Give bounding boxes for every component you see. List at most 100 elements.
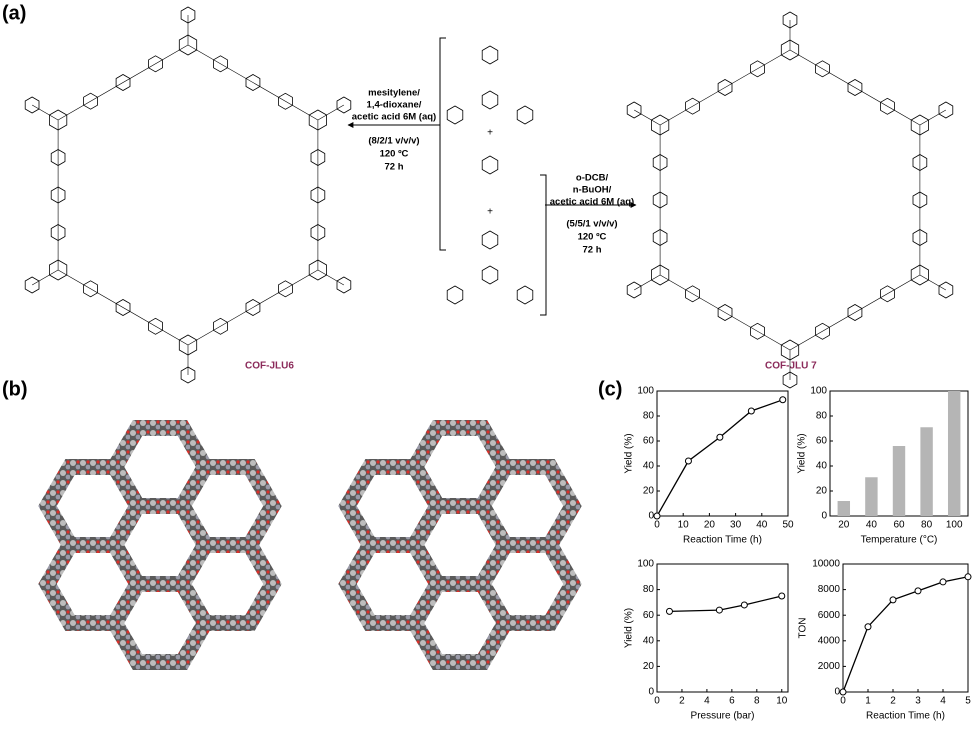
ring — [83, 280, 98, 298]
y-tick-label: 0 — [648, 687, 654, 698]
ring — [115, 74, 131, 91]
bar — [865, 477, 878, 516]
y-tick-label: 0 — [648, 511, 654, 522]
bond — [317, 104, 345, 121]
y-tick-label: 0 — [834, 687, 840, 698]
y-tick-label: 0 — [821, 511, 827, 522]
bond — [31, 269, 59, 286]
x-tick-label: 2 — [890, 696, 896, 707]
ring — [912, 154, 928, 171]
ring — [310, 186, 326, 204]
data-point — [740, 601, 748, 609]
ring — [245, 74, 261, 91]
plot-frame — [656, 390, 789, 517]
pore-wall — [38, 537, 147, 631]
ring — [446, 285, 464, 305]
bond — [633, 109, 661, 126]
ring — [446, 105, 464, 125]
condition: acetic acid 6M (aq) — [550, 197, 634, 208]
ring — [50, 186, 66, 204]
x-axis-label: Temperature (°C) — [861, 535, 938, 546]
x-tick-label: 6 — [729, 696, 735, 707]
y-tick-label: 100 — [810, 386, 827, 397]
ring — [516, 105, 534, 125]
x-tick-label: 40 — [866, 520, 878, 531]
ring — [912, 191, 928, 209]
y-tick-label: 40 — [816, 461, 828, 472]
plus: + — [487, 207, 493, 218]
x-tick-label: 0 — [654, 696, 660, 707]
x-tick-label: 10 — [678, 520, 690, 531]
x-tick-label: 10 — [776, 696, 788, 707]
ring — [750, 60, 765, 78]
y-tick-label: 80 — [643, 584, 655, 595]
y-tick-label: 4000 — [818, 635, 841, 646]
x-tick-label: 50 — [782, 520, 794, 531]
plus: + — [487, 128, 493, 139]
ring — [278, 92, 293, 110]
ring — [717, 304, 733, 321]
reaction-scheme — [347, 37, 637, 316]
ring — [278, 280, 293, 298]
data-point — [715, 606, 723, 614]
bond — [919, 109, 947, 126]
ring — [310, 149, 326, 166]
bond — [57, 44, 189, 121]
condition: 1,4-dioxane/ — [367, 100, 422, 111]
x-tick-label: 5 — [965, 696, 971, 707]
x-tick-label: 3 — [915, 696, 921, 707]
ring — [115, 299, 131, 316]
ring — [780, 339, 800, 361]
data-point — [964, 573, 972, 581]
y-axis-label: Yield (%) — [624, 608, 635, 648]
y-tick-label: 6000 — [818, 610, 841, 621]
data-point — [889, 596, 897, 604]
ring — [336, 276, 352, 294]
data-line — [656, 399, 784, 517]
x-tick-label: 40 — [756, 520, 768, 531]
x-tick-label: 8 — [754, 696, 760, 707]
y-tick-label: 20 — [643, 661, 655, 672]
bar — [947, 391, 961, 516]
ring — [652, 229, 668, 246]
bond — [187, 269, 319, 346]
ring — [83, 92, 98, 110]
ring — [336, 96, 352, 114]
y-tick-label: 80 — [643, 411, 655, 422]
data-point — [914, 587, 922, 595]
ring — [815, 60, 830, 78]
y-tick-label: 2000 — [818, 661, 841, 672]
ring — [815, 322, 830, 340]
data-point — [864, 623, 872, 631]
ring — [880, 285, 895, 303]
ring — [245, 299, 261, 316]
y-tick-label: 20 — [816, 486, 828, 497]
ring — [481, 265, 499, 285]
panel-label: (a) — [2, 2, 26, 24]
y-tick-label: 100 — [637, 386, 654, 397]
ring — [49, 109, 68, 131]
bar — [920, 427, 933, 516]
condition: (5/5/1 v/v/v) — [566, 219, 617, 230]
product-name: COF-JLU 7 — [765, 361, 817, 372]
product-name: COF-JLU6 — [245, 361, 294, 372]
y-tick-label: 40 — [643, 635, 655, 646]
y-axis-label: Yield (%) — [624, 433, 635, 473]
plot-frame — [842, 563, 969, 693]
ring — [626, 101, 642, 119]
plot-frame — [656, 563, 789, 693]
ring — [50, 149, 66, 166]
bond — [317, 269, 345, 286]
x-tick-label: 4 — [940, 696, 946, 707]
ring — [213, 55, 228, 73]
ring — [481, 155, 499, 175]
pore-wall — [473, 459, 582, 553]
bond — [57, 269, 189, 346]
structures — [24, 6, 954, 670]
bond — [633, 274, 661, 291]
bar — [837, 501, 851, 516]
ring — [750, 322, 765, 340]
ring — [685, 285, 700, 303]
